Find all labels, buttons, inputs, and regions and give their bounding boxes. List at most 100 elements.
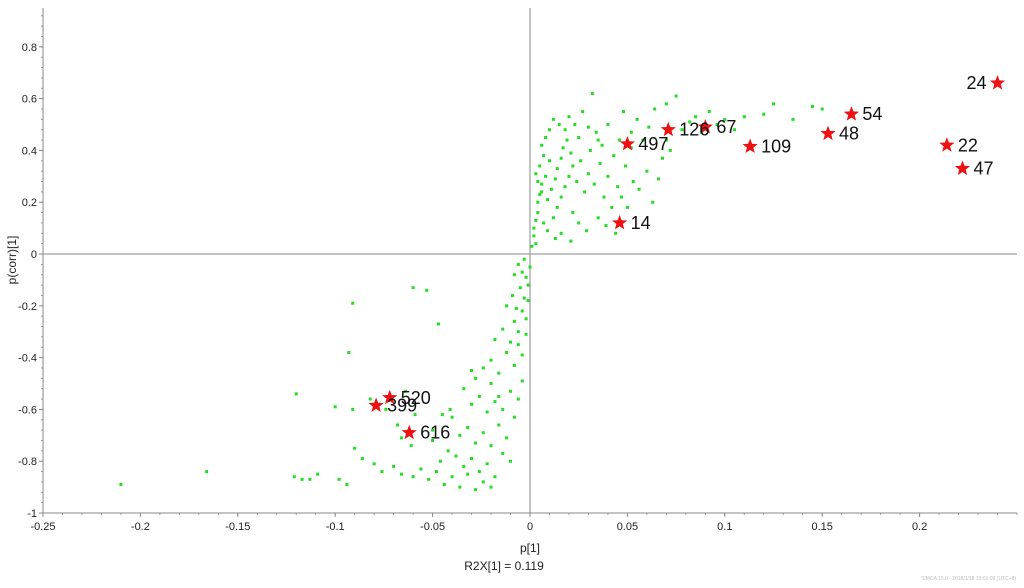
data-point [707, 110, 711, 114]
data-point [431, 428, 435, 432]
data-point [637, 187, 641, 191]
data-point [532, 226, 536, 230]
data-point [524, 317, 528, 321]
data-point [425, 288, 429, 292]
data-point [399, 472, 403, 476]
data-point [604, 224, 608, 228]
data-point [569, 151, 573, 155]
data-point [625, 205, 629, 209]
data-point [547, 159, 551, 163]
y-tick-label: 0 [31, 249, 37, 261]
data-point [493, 400, 497, 404]
x-tick-label: -0.05 [420, 521, 445, 533]
y-tick-label: 0.8 [22, 42, 37, 54]
data-point [549, 187, 553, 191]
data-point [526, 283, 530, 287]
highlighted-point-star [368, 397, 384, 412]
y-tick-label: -0.4 [18, 353, 37, 365]
data-point [392, 464, 396, 468]
data-point [509, 340, 513, 344]
data-point [448, 407, 452, 411]
highlighted-point-star [382, 389, 398, 405]
x-tick-label: 0.1 [717, 521, 732, 533]
data-point [497, 371, 501, 375]
data-point [715, 123, 719, 127]
x-tick-label: 0.05 [617, 521, 638, 533]
data-point [583, 190, 587, 194]
data-point [688, 120, 692, 124]
data-point [575, 180, 579, 184]
data-point [571, 211, 575, 215]
data-point [524, 332, 528, 336]
data-point [436, 322, 440, 326]
data-point [653, 107, 657, 111]
x-tick-label: -0.15 [225, 521, 250, 533]
data-point [553, 236, 557, 240]
data-point [512, 273, 516, 277]
highlighted-point-label: 497 [638, 134, 668, 154]
data-point [384, 407, 388, 411]
data-point [540, 143, 544, 147]
data-point [462, 464, 466, 468]
data-point [668, 148, 672, 152]
data-point [485, 462, 489, 466]
highlighted-point-label: 48 [839, 124, 859, 144]
data-point [372, 462, 376, 466]
highlighted-point-label: 47 [973, 159, 993, 179]
data-point [501, 407, 505, 411]
data-point [635, 117, 639, 121]
data-point [337, 477, 341, 481]
data-point [411, 286, 415, 290]
data-point [620, 195, 624, 199]
data-point [512, 415, 516, 419]
x-tick-label: 0 [527, 521, 533, 533]
data-point [547, 128, 551, 132]
data-point [542, 221, 546, 225]
highlighted-point-label: 109 [761, 137, 791, 157]
data-point [540, 182, 544, 186]
data-point [473, 488, 477, 492]
data-point [380, 470, 384, 474]
data-point [664, 102, 668, 106]
data-point [542, 154, 546, 158]
data-point [532, 234, 536, 238]
data-point [606, 123, 610, 127]
data-point [573, 123, 577, 127]
data-point [205, 470, 209, 474]
data-point [119, 483, 123, 487]
data-point [594, 130, 598, 134]
data-point [629, 130, 633, 134]
data-point [559, 231, 563, 235]
highlighted-point-star [954, 160, 971, 176]
data-point [516, 262, 520, 266]
data-point [579, 159, 583, 163]
data-point [438, 459, 442, 463]
data-point [514, 306, 518, 310]
highlighted-point-star [619, 135, 636, 151]
data-point [522, 296, 526, 300]
data-point [446, 449, 450, 453]
data-point [645, 169, 649, 173]
data-point [622, 110, 626, 114]
data-point [524, 275, 528, 279]
data-point [489, 485, 493, 489]
data-point [442, 483, 446, 487]
data-point [581, 110, 585, 114]
highlighted-point-label: 67 [716, 117, 736, 137]
data-point [559, 156, 563, 160]
data-point [772, 102, 775, 106]
data-point [462, 387, 466, 391]
highlighted-point-star [820, 125, 836, 141]
data-point [536, 211, 540, 215]
data-point [534, 172, 538, 176]
y-tick-label: 0.6 [22, 94, 37, 106]
data-point [497, 394, 501, 398]
software-note: SIMCA 13.0 - 2018/1/18 13:01:09 (UTC+8) [921, 576, 1016, 582]
data-point [588, 148, 592, 152]
data-point [546, 229, 550, 233]
data-point [820, 107, 824, 111]
data-point [516, 330, 520, 334]
data-point [396, 423, 400, 427]
data-point [454, 454, 458, 458]
data-point [505, 436, 509, 440]
